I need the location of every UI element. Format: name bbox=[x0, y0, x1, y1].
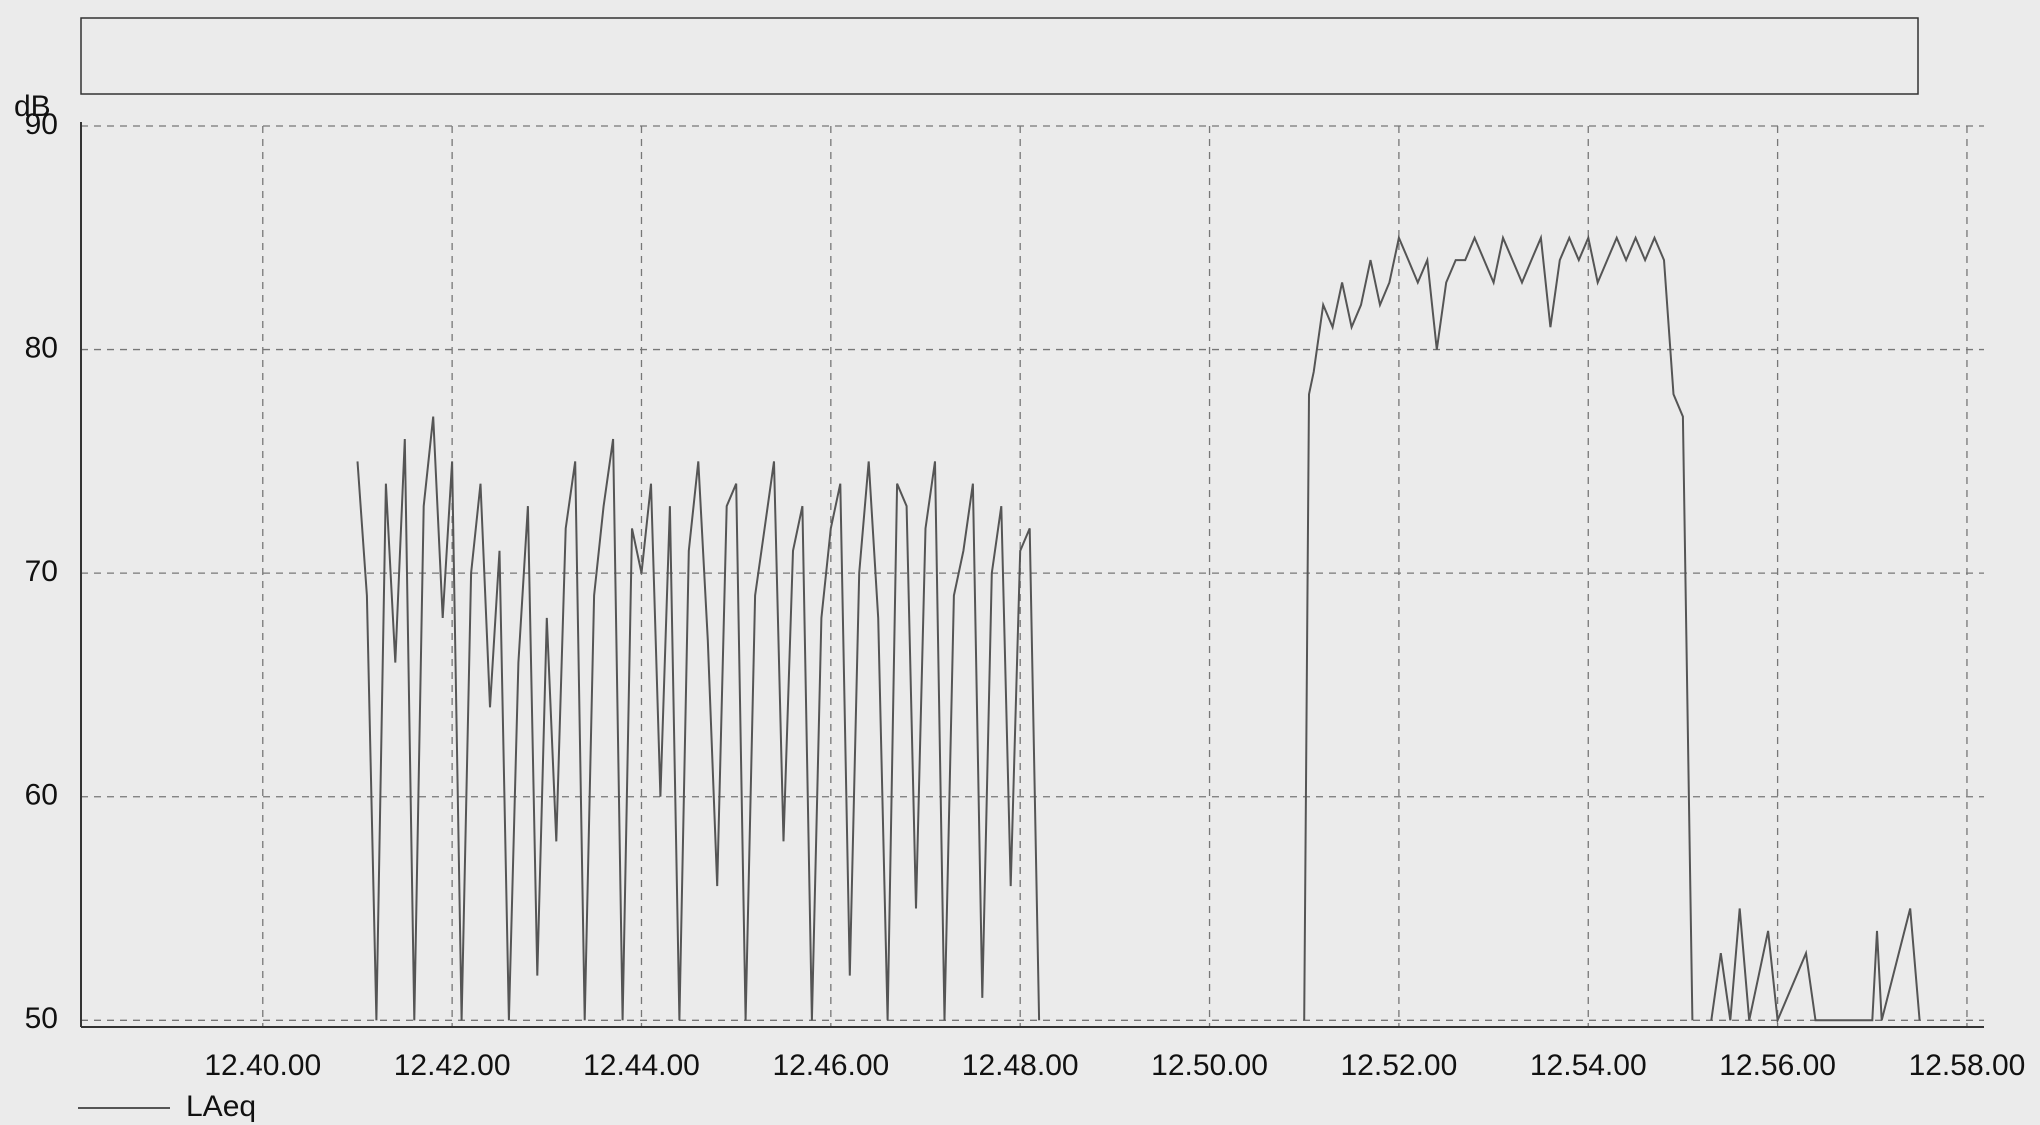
x-tick-label: 12.40.00 bbox=[204, 1049, 321, 1082]
y-tick-label: 60 bbox=[25, 779, 58, 812]
y-tick-label: 80 bbox=[25, 331, 58, 364]
x-tick-label: 12.42.00 bbox=[394, 1049, 511, 1082]
x-tick-label: 12.52.00 bbox=[1341, 1049, 1458, 1082]
y-axis-label: dB bbox=[14, 90, 51, 123]
legend-label: LAeq bbox=[186, 1090, 256, 1123]
header-box bbox=[80, 17, 1919, 95]
x-tick-label: 12.54.00 bbox=[1530, 1049, 1647, 1082]
x-tick-label: 12.56.00 bbox=[1719, 1049, 1836, 1082]
x-tick-label: 12.48.00 bbox=[962, 1049, 1079, 1082]
data-line bbox=[356, 233, 1921, 1025]
x-tick-label: 12.46.00 bbox=[772, 1049, 889, 1082]
y-tick-label: 50 bbox=[25, 1002, 58, 1035]
x-tick-label: 12.44.00 bbox=[583, 1049, 700, 1082]
x-tick-label: 12.50.00 bbox=[1151, 1049, 1268, 1082]
y-tick-label: 90 bbox=[25, 108, 58, 141]
x-tick-label: 12.58.00 bbox=[1909, 1049, 2026, 1082]
y-tick-label: 70 bbox=[25, 555, 58, 588]
